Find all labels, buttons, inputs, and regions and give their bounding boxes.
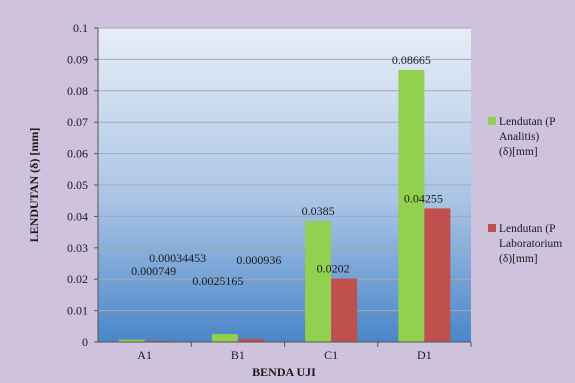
x-tick-label: A1	[137, 348, 152, 362]
y-tick-label: 0.05	[67, 178, 88, 192]
bar	[211, 334, 238, 342]
y-tick-label: 0.1	[73, 21, 88, 35]
bar	[398, 69, 425, 342]
x-tick-label: C1	[324, 348, 338, 362]
bar	[305, 221, 332, 342]
legend-label: (δ)[mm]	[499, 253, 538, 265]
x-tick-label: D1	[417, 348, 432, 362]
legend-label: Lendutan (P	[499, 116, 556, 128]
data-label: 0.0202	[317, 262, 350, 276]
y-tick-label: 0.03	[67, 241, 88, 255]
y-tick-label: 0.04	[67, 209, 88, 223]
bar	[424, 208, 451, 342]
legend-label: Laboratorium	[499, 238, 562, 250]
legend-swatch	[488, 224, 496, 232]
data-label: 0.000936	[236, 253, 281, 267]
data-label: 0.08665	[392, 53, 431, 67]
x-tick-label: B1	[231, 348, 245, 362]
y-tick-label: 0.01	[67, 304, 88, 318]
data-label: 0.000749	[131, 264, 176, 278]
bar	[237, 339, 264, 342]
y-tick-label: 0	[82, 335, 88, 349]
data-label: 0.0025165	[192, 274, 243, 288]
data-label: 0.0385	[302, 204, 335, 218]
y-tick-label: 0.08	[67, 84, 88, 98]
data-labels: 0.000749 0.0025165 0.0385 0.08665 0.00034453…	[131, 53, 443, 288]
bar	[331, 278, 358, 342]
legend-label: Lendutan (P	[499, 223, 556, 235]
x-axis-title: BENDA UJI	[252, 365, 316, 379]
data-label: 0.00034453	[149, 251, 206, 265]
legend-label: Analitis)	[499, 131, 539, 143]
y-tick-label: 0.09	[67, 52, 88, 66]
y-tick-label: 0.02	[67, 272, 88, 286]
data-label: 0.04255	[404, 191, 443, 205]
legend-swatch	[488, 117, 496, 125]
legend: Lendutan (P Analitis) (δ)[mm] Lendutan (P La…	[488, 116, 562, 265]
y-axis-ticks: 0 0.01 0.02 0.03 0.04 0.05 0.06 0.07 0.08 0.09 0.1	[67, 21, 98, 349]
bars	[118, 69, 451, 342]
legend-label: (δ)[mm]	[499, 146, 538, 158]
y-tick-label: 0.06	[67, 147, 88, 161]
y-tick-label: 0.07	[67, 115, 88, 129]
y-axis-title: LENDUTAN (δ) [mm]	[27, 128, 41, 243]
bar	[144, 340, 171, 342]
x-axis-ticks: A1 B1 C1 D1	[137, 342, 472, 362]
bar	[118, 339, 145, 342]
